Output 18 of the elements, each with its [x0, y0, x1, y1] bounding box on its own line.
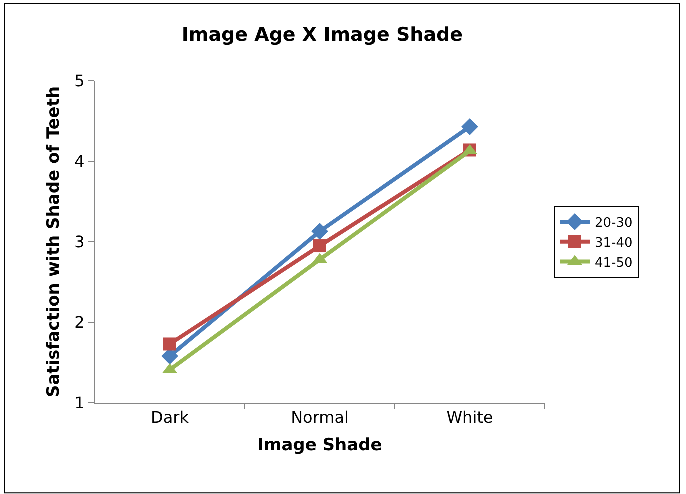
y-tick-label: 2	[74, 313, 85, 332]
y-axis-title: Satisfaction with Shade of Teeth	[44, 86, 64, 398]
point	[314, 240, 326, 253]
point	[462, 118, 478, 136]
legend-label: 20-30	[595, 216, 633, 232]
y-tick-label: 1	[74, 394, 85, 413]
x-tick-label: Dark	[151, 408, 190, 428]
point	[312, 223, 328, 240]
y-tick-label: 3	[74, 232, 85, 252]
y-tick-label: 4	[74, 152, 85, 172]
x-axis-title: Image Shade	[258, 436, 382, 456]
x-tick-label: Normal	[291, 408, 349, 428]
point	[164, 338, 176, 351]
x-tick-label: White	[446, 408, 494, 428]
legend-label: 31-40	[595, 236, 633, 251]
chart-title: Image Age X Image Shade	[182, 24, 464, 46]
y-tick-label: 5	[74, 72, 85, 91]
legend-label: 41-50	[595, 256, 633, 271]
